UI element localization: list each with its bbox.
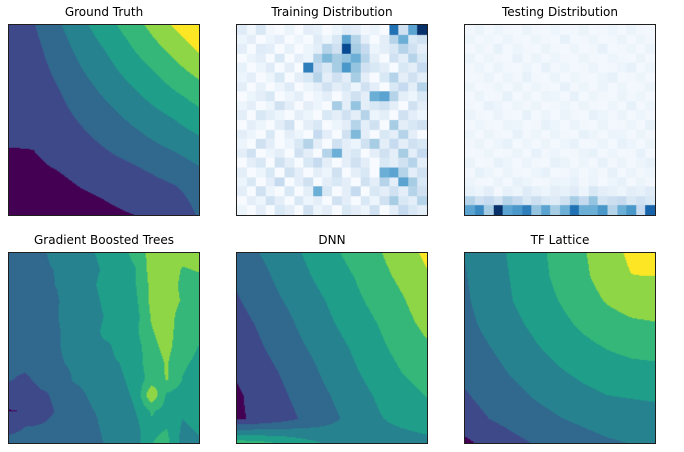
panel-tf-lattice: TF Lattice [464, 233, 656, 444]
panel-title-training-distribution: Training Distribution [271, 5, 393, 19]
panel-testing-distribution: Testing Distribution [464, 5, 656, 216]
panel-dnn: DNN [236, 233, 428, 444]
panel-title-dnn: DNN [318, 233, 346, 247]
dnn-plot [236, 252, 428, 444]
panel-title-ground-truth: Ground Truth [64, 5, 144, 19]
panel-title-tf-lattice: TF Lattice [530, 233, 590, 247]
panel-gradient-boosted-trees: Gradient Boosted Trees [8, 233, 200, 444]
training-distribution-plot [236, 24, 428, 216]
ground-truth-plot [8, 24, 200, 216]
panel-title-gradient-boosted-trees: Gradient Boosted Trees [34, 233, 174, 247]
tf-lattice-plot [464, 252, 656, 444]
panel-training-distribution: Training Distribution [236, 5, 428, 216]
testing-distribution-plot [464, 24, 656, 216]
panel-ground-truth: Ground Truth [8, 5, 200, 216]
panel-title-testing-distribution: Testing Distribution [501, 5, 618, 19]
gradient-boosted-trees-plot [8, 252, 200, 444]
